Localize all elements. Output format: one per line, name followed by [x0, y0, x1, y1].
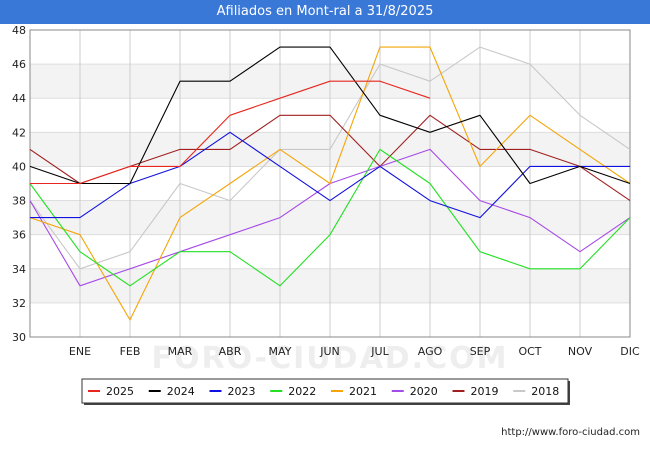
y-tick-label: 32 — [12, 297, 26, 310]
series-line-2022 — [29, 148, 631, 287]
legend-label-2025: 2025 — [106, 385, 134, 398]
legend: 2025 2024 2023 2022 2021 2020 2019 2018 — [81, 378, 569, 404]
source-url: http://www.foro-ciudad.com — [501, 427, 640, 438]
title-bar — [0, 0, 650, 24]
x-tick-label: MAY — [269, 345, 292, 358]
x-tick-label: AGO — [418, 345, 443, 358]
x-tick-label: DIC — [620, 345, 640, 358]
x-tick-label: JUL — [370, 345, 389, 358]
x-tick-label: ABR — [219, 345, 242, 358]
watermark: FORO-CIUDAD.COM — [152, 341, 509, 376]
legend-label-2019: 2019 — [471, 385, 499, 398]
legend-label-2021: 2021 — [349, 385, 377, 398]
series-line-2018 — [29, 46, 631, 270]
legend-label-2018: 2018 — [531, 385, 559, 398]
legend-label-2024: 2024 — [167, 385, 195, 398]
x-tick-label: ENE — [69, 345, 91, 358]
y-tick-label: 40 — [12, 160, 26, 173]
x-tick-label: SEP — [470, 345, 491, 358]
legend-label-2020: 2020 — [410, 385, 438, 398]
series-line-2024 — [29, 46, 631, 185]
y-tick-label: 46 — [12, 58, 26, 71]
y-tick-label: 42 — [12, 126, 26, 139]
legend-label-2022: 2022 — [288, 385, 316, 398]
y-tick-label: 38 — [12, 195, 26, 208]
legend-label-2023: 2023 — [228, 385, 256, 398]
series-line-2025 — [30, 80, 431, 185]
x-tick-label: NOV — [568, 345, 593, 358]
y-tick-label: 30 — [12, 331, 26, 344]
x-tick-label: MAR — [168, 345, 193, 358]
series-line-2021 — [29, 46, 631, 321]
x-tick-label: FEB — [120, 345, 141, 358]
x-tick-label: OCT — [518, 345, 541, 358]
y-tick-label: 48 — [12, 24, 26, 37]
y-tick-label: 36 — [12, 229, 26, 242]
legend-box — [81, 378, 569, 404]
chart-title: Afiliados en Mont-ral a 31/8/2025 — [216, 4, 434, 19]
y-tick-label: 34 — [12, 263, 26, 276]
y-tick-label: 44 — [12, 92, 26, 105]
x-tick-label: JUN — [319, 345, 340, 358]
